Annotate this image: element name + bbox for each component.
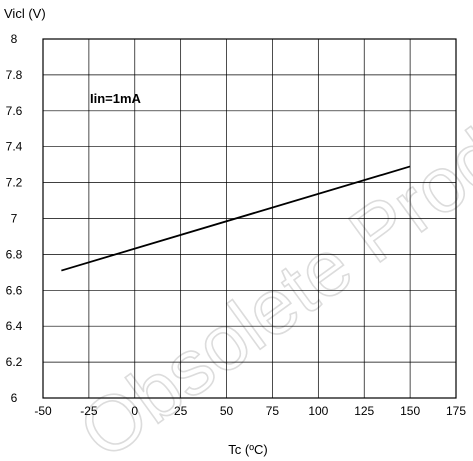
y-axis-title: Vicl (V): [4, 6, 46, 21]
y-tick-label: 8: [11, 32, 18, 46]
x-tick-label: 100: [308, 404, 328, 418]
series: [61, 165, 411, 272]
watermark-text: Obsolete Product(s): [63, 0, 473, 461]
plot-frame: [42, 38, 457, 399]
tick-labels: -50 -25 0 25 50 75 100 125 150 175 6 6.2 6.4 6.6 6.8 7 7…: [6, 32, 467, 418]
y-tick-label: 7.2: [6, 176, 23, 190]
x-tick-label: -25: [80, 404, 98, 418]
x-tick-label: 25: [174, 404, 188, 418]
y-tick-label: 6.6: [6, 283, 23, 297]
y-tick-label: 6: [11, 391, 18, 405]
grid: [43, 39, 456, 398]
x-tick-label: 175: [446, 404, 466, 418]
y-tick-label: 7.6: [6, 104, 23, 118]
series-line: [61, 165, 411, 272]
x-tick-label: 50: [220, 404, 234, 418]
x-tick-label: 150: [400, 404, 420, 418]
x-tick-label: 0: [131, 404, 138, 418]
y-tick-label: 6.8: [6, 247, 23, 261]
x-axis-title: Tc (ºC): [228, 442, 267, 457]
x-tick-label: -50: [34, 404, 52, 418]
y-tick-label: 7.8: [6, 68, 23, 82]
y-tick-label: 7: [11, 212, 18, 226]
x-tick-label: 75: [266, 404, 280, 418]
x-tick-label: 125: [354, 404, 374, 418]
condition-annotation: Iin=1mA: [90, 91, 142, 106]
y-tick-label: 6.2: [6, 355, 23, 369]
y-tick-label: 7.4: [6, 140, 23, 154]
y-tick-label: 6.4: [6, 319, 23, 333]
